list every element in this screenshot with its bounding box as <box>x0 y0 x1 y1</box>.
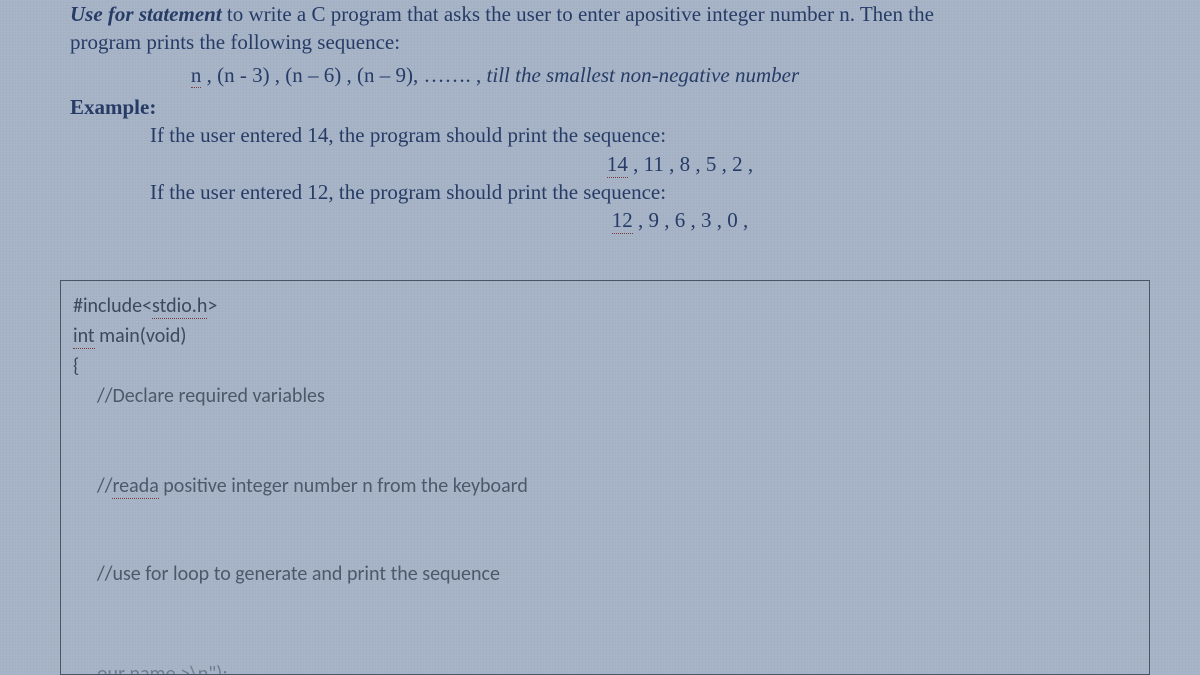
code-skeleton-box: #include<stdio.h> int main(void) { //Dec… <box>60 280 1150 675</box>
int-keyword: int <box>73 324 95 349</box>
code-include-line: #include<stdio.h> <box>73 291 1137 321</box>
example-label: Example: <box>70 93 1140 121</box>
example-line-2: If the user entered 12, the program shou… <box>150 178 1140 206</box>
sequence-first-n: n <box>191 63 202 88</box>
example-sequence-2: 12 , 9 , 6 , 3 , 0 , <box>70 206 1140 234</box>
blank-space-2 <box>73 501 1137 559</box>
prompt-sequence: n , (n - 3) , (n – 6) , (n – 9), ……. , t… <box>0 61 1140 89</box>
comment-read-typo: reada <box>112 474 158 499</box>
main-sig-rest: main(void) <box>95 324 187 348</box>
question-panel: Use for statement to write a C program t… <box>40 0 1170 235</box>
code-main-sig: int main(void) <box>73 321 1137 351</box>
code-printf-tail: our name >\n"); <box>73 659 1137 675</box>
comment-read-rest: positive integer number n from the keybo… <box>159 474 528 498</box>
include-close: > <box>207 294 217 318</box>
prompt-line-1: Use for statement to write a C program t… <box>70 0 1140 28</box>
comment-read: //reada positive integer number n from t… <box>73 471 1137 501</box>
question-prompt: Use for statement to write a C program t… <box>70 0 1140 235</box>
include-prefix: #include< <box>73 294 152 318</box>
comment-loop: //use for loop to generate and print the… <box>73 559 1137 589</box>
code-open-brace: { <box>73 351 1137 381</box>
include-header: stdio.h <box>152 294 207 319</box>
example-seq1-first: 14 <box>607 152 628 178</box>
example-line-1: If the user entered 14, the program shou… <box>150 121 1140 149</box>
prompt-emphasis: Use for statement <box>70 2 222 26</box>
example-sequence-1: 14 , 11 , 8 , 5 , 2 , <box>70 150 1140 178</box>
example-seq1-rest: , 11 , 8 , 5 , 2 , <box>628 152 753 176</box>
blank-space-3 <box>73 589 1137 659</box>
blank-space-1 <box>73 411 1137 471</box>
example-seq2-rest: , 9 , 6 , 3 , 0 , <box>633 208 749 232</box>
example-seq2-first: 12 <box>612 208 633 234</box>
comment-read-slashes: // <box>97 474 112 498</box>
prompt-line1-rest: to write a C program that asks the user … <box>222 2 934 26</box>
prompt-line-2: program prints the following sequence: <box>70 28 1140 56</box>
comment-declare: //Declare required variables <box>73 381 1137 411</box>
